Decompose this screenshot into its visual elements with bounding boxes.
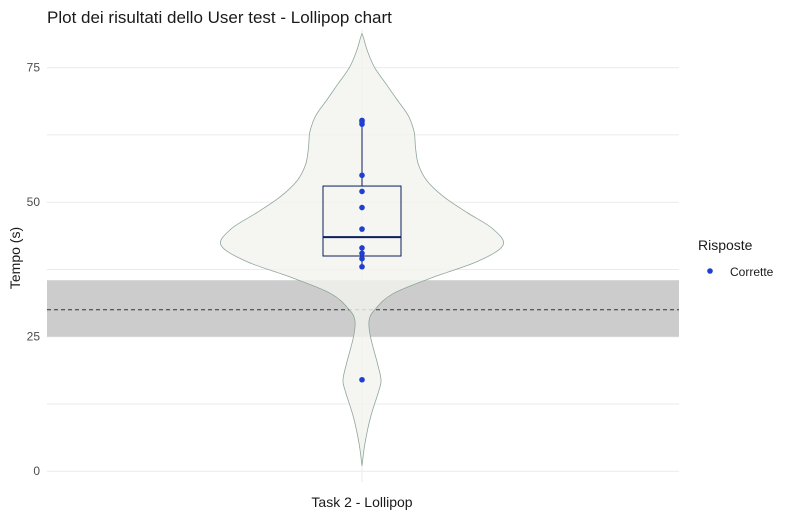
- y-tick-label: 50: [27, 195, 41, 209]
- data-point: [359, 245, 365, 251]
- y-tick-label: 0: [33, 464, 40, 478]
- y-axis-title: Tempo (s): [7, 227, 23, 289]
- legend: Risposte Corrette: [698, 237, 774, 279]
- data-point: [359, 376, 365, 383]
- points-layer: [359, 117, 365, 383]
- data-point: [359, 226, 365, 232]
- x-tick-label: Task 2 - Lollipop: [311, 494, 412, 510]
- data-point: [359, 263, 365, 270]
- chart-title: Plot dei risultati dello User test - Lol…: [47, 8, 392, 27]
- data-point: [359, 117, 365, 124]
- data-point: [359, 188, 365, 195]
- legend-marker: [707, 268, 713, 274]
- data-point: [359, 172, 365, 179]
- data-point: [359, 250, 365, 257]
- y-tick-labels: 0 25 50 75: [27, 61, 41, 479]
- legend-title: Risposte: [698, 237, 753, 253]
- data-point: [359, 255, 365, 262]
- y-tick-label: 75: [27, 61, 41, 75]
- data-point: [359, 204, 365, 211]
- y-tick-label: 25: [27, 330, 41, 344]
- legend-label: Corrette: [730, 265, 774, 279]
